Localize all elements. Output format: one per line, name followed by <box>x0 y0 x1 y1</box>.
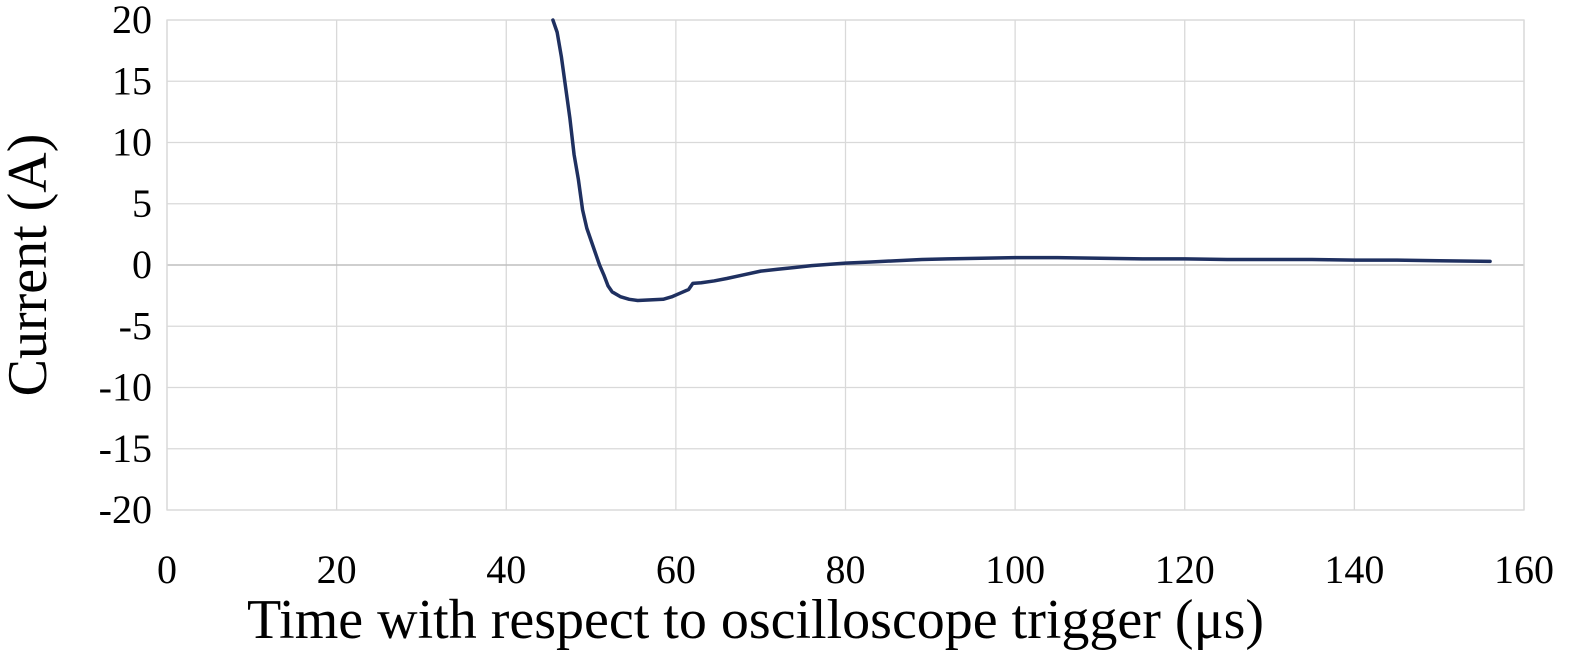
x-tick-label-5: 100 <box>985 547 1045 592</box>
x-tick-label-8: 160 <box>1494 547 1554 592</box>
x-tick-label-4: 80 <box>826 547 866 592</box>
x-axis-label: Time with respect to oscilloscope trigge… <box>247 589 1264 651</box>
y-tick-labels: 20 15 10 5 0 -5 -10 -15 -20 <box>99 0 152 532</box>
x-tick-label-7: 140 <box>1324 547 1384 592</box>
x-tick-label-2: 40 <box>486 547 526 592</box>
y-axis-label: Current (A) <box>0 134 59 397</box>
series-layer <box>551 18 1492 303</box>
plot-area-frame <box>166 19 1525 511</box>
y-tick-label-2: 10 <box>112 120 152 165</box>
x-tick-label-0: 0 <box>157 547 177 592</box>
x-tick-label-1: 20 <box>317 547 357 592</box>
x-tick-label-3: 60 <box>656 547 696 592</box>
y-tick-label-3: 5 <box>132 181 152 226</box>
series-line-0 <box>551 18 1492 303</box>
y-tick-label-8: -20 <box>99 487 152 532</box>
y-tick-label-6: -10 <box>99 365 152 410</box>
y-tick-label-0: 20 <box>112 0 152 42</box>
y-tick-label-7: -15 <box>99 426 152 471</box>
y-tick-label-1: 15 <box>112 58 152 103</box>
y-tick-label-4: 0 <box>132 242 152 287</box>
x-tick-labels: 0 20 40 60 80 100 120 140 160 <box>157 547 1554 592</box>
y-tick-label-5: -5 <box>119 303 152 348</box>
x-tick-label-6: 120 <box>1155 547 1215 592</box>
